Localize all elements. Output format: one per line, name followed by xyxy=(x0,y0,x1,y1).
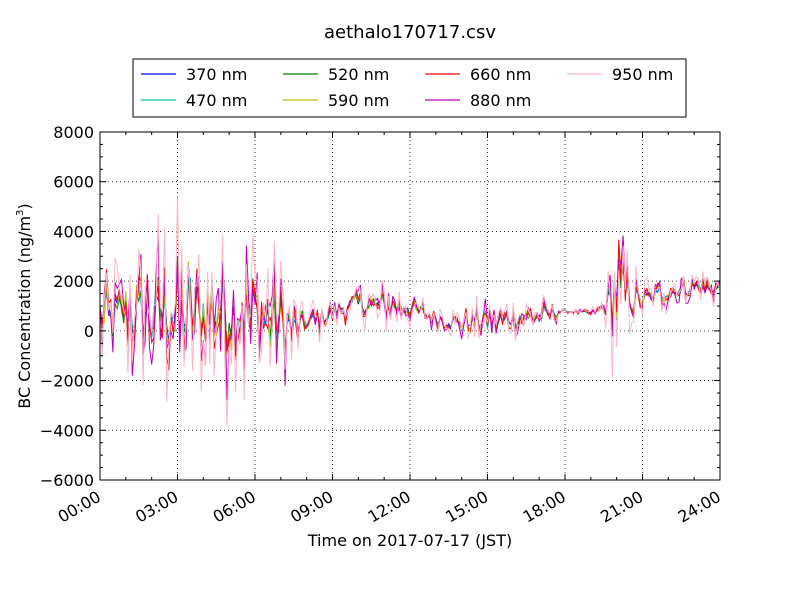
y-axis-label-main: BC Concentration (ng/m xyxy=(15,216,34,409)
legend-label: 370 nm xyxy=(186,65,247,84)
y-tick-label: 0 xyxy=(84,322,94,341)
legend-label: 880 nm xyxy=(470,91,531,110)
legend: 370 nm 470 nm 520 nm 590 nm 660 nm 880 nm 950 … xyxy=(132,58,687,118)
series-line-660-nm xyxy=(100,238,720,371)
x-axis-label: Time on 2017-07-17 (JST) xyxy=(307,531,512,550)
chart-title: aethalo170717.csv xyxy=(324,22,496,43)
y-axis-label: BC Concentration (ng/m3) xyxy=(15,203,34,408)
series-line-880-nm xyxy=(100,235,720,401)
y-axis-label-sup: 3 xyxy=(15,210,26,216)
series-layer xyxy=(100,196,720,427)
legend-label: 520 nm xyxy=(328,65,389,84)
legend-label: 590 nm xyxy=(328,91,389,110)
y-axis-ticks: −6000 −4000 −2000 0 2000 4000 6000 8000 xyxy=(40,123,720,490)
y-tick-label: −4000 xyxy=(40,421,94,440)
legend-box xyxy=(132,58,687,118)
legend-items: 370 nm 470 nm 520 nm 590 nm 660 nm 880 nm 950 … xyxy=(141,65,673,110)
y-tick-label: −6000 xyxy=(40,471,94,490)
legend-label: 470 nm xyxy=(186,91,247,110)
y-tick-label: −2000 xyxy=(40,372,94,391)
legend-label: 660 nm xyxy=(470,65,531,84)
legend-label: 950 nm xyxy=(612,65,673,84)
y-tick-label: 2000 xyxy=(53,272,94,291)
y-tick-label: 4000 xyxy=(53,222,94,241)
series-line-950-nm xyxy=(100,196,720,427)
y-tick-label: 6000 xyxy=(53,173,94,192)
y-tick-label: 8000 xyxy=(53,123,94,142)
y-axis-label-tail: ) xyxy=(15,203,34,209)
